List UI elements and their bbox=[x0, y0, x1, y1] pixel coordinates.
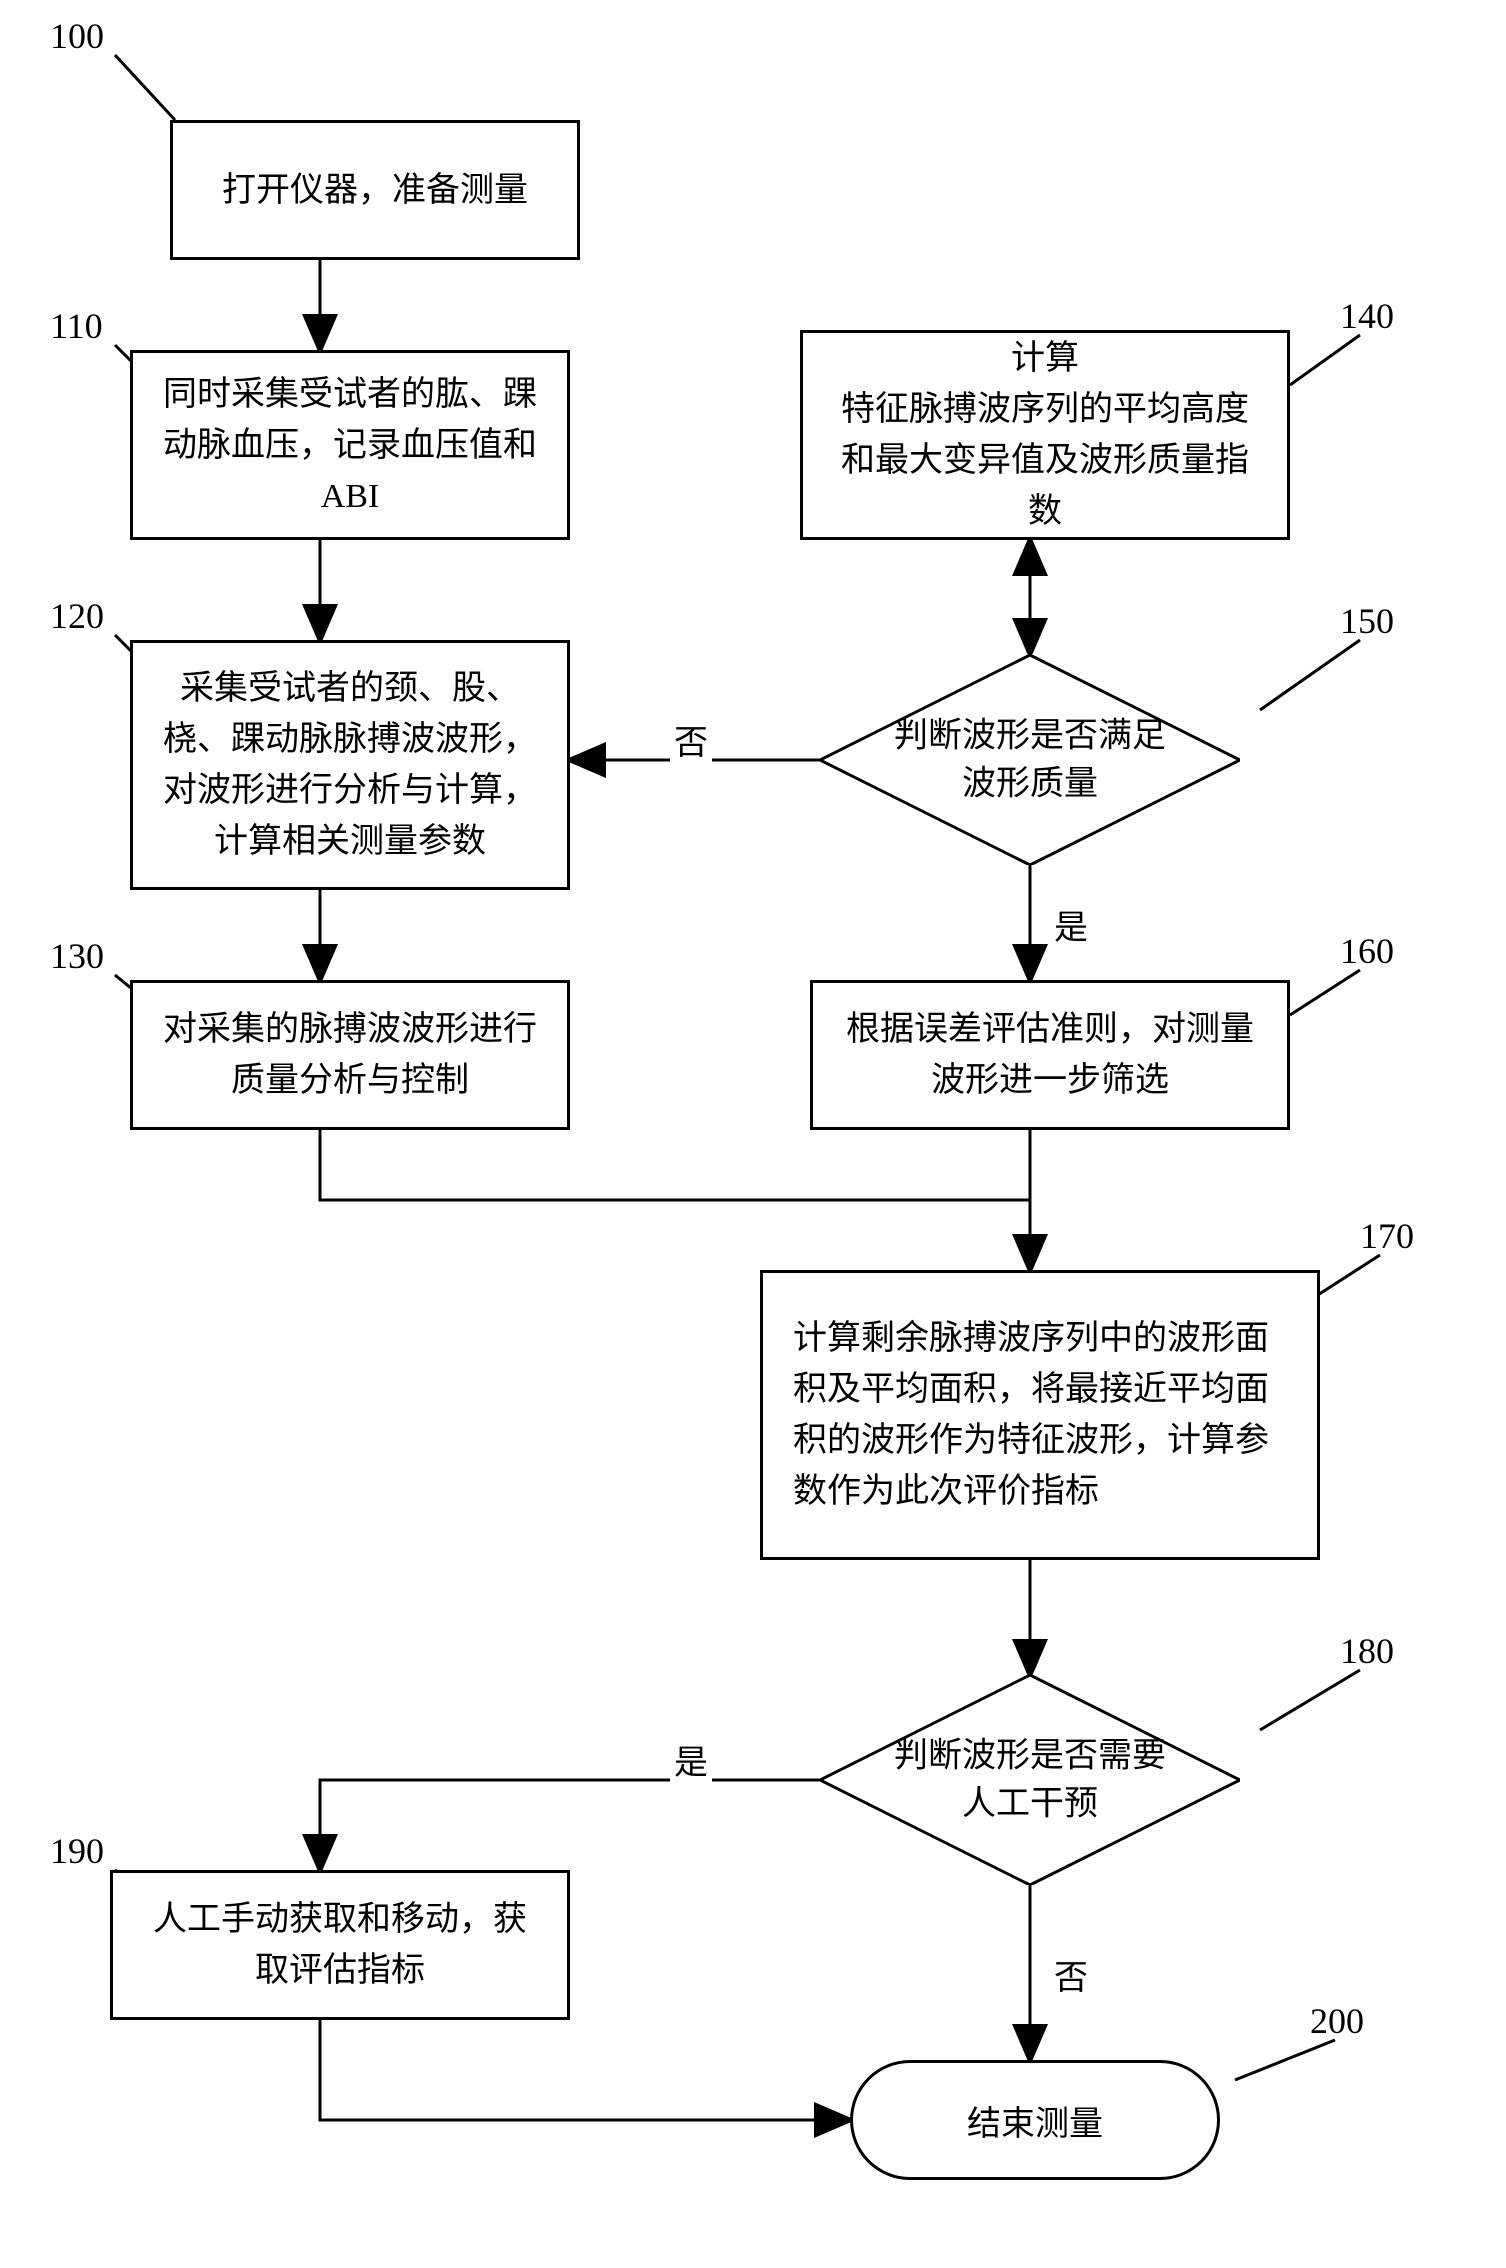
label-100: 100 bbox=[50, 15, 104, 57]
node-150: 判断波形是否满足波形质量 bbox=[820, 655, 1240, 865]
node-130: 对采集的脉搏波波形进行质量分析与控制 bbox=[130, 980, 570, 1130]
node-120: 采集受试者的颈、股、桡、踝动脉脉搏波波形，对波形进行分析与计算，计算相关测量参数 bbox=[130, 640, 570, 890]
node-170-text: 计算剩余脉搏波序列中的波形面积及平均面积，将最接近平均面积的波形作为特征波形，计… bbox=[793, 1313, 1287, 1517]
node-200-text: 结束测量 bbox=[967, 2096, 1103, 2145]
node-200: 结束测量 bbox=[850, 2060, 1220, 2180]
node-160: 根据误差评估准则，对测量波形进一步筛选 bbox=[810, 980, 1290, 1130]
node-140: 计算 特征脉搏波序列的平均高度和最大变异值及波形质量指数 bbox=[800, 330, 1290, 540]
node-140-text: 计算 特征脉搏波序列的平均高度和最大变异值及波形质量指数 bbox=[827, 333, 1263, 537]
node-190: 人工手动获取和移动，获取评估指标 bbox=[110, 1870, 570, 2020]
node-170: 计算剩余脉搏波序列中的波形面积及平均面积，将最接近平均面积的波形作为特征波形，计… bbox=[760, 1270, 1320, 1560]
node-100-text: 打开仪器，准备测量 bbox=[222, 165, 528, 216]
label-190: 190 bbox=[50, 1830, 104, 1872]
label-170: 170 bbox=[1360, 1215, 1414, 1257]
edge-label-no2: 否 bbox=[1050, 1950, 1092, 1999]
flowchart-canvas: 打开仪器，准备测量 100 同时采集受试者的肱、踝动脉血压，记录血压值和ABI … bbox=[0, 0, 1506, 2268]
node-150-text: 判断波形是否满足波形质量 bbox=[883, 712, 1177, 807]
node-190-text: 人工手动获取和移动，获取评估指标 bbox=[137, 1894, 543, 1996]
node-130-text: 对采集的脉搏波波形进行质量分析与控制 bbox=[157, 1004, 543, 1106]
node-180: 判断波形是否需要人工干预 bbox=[820, 1675, 1240, 1885]
node-110-text: 同时采集受试者的肱、踝动脉血压，记录血压值和ABI bbox=[157, 369, 543, 522]
label-120: 120 bbox=[50, 595, 104, 637]
label-180: 180 bbox=[1340, 1630, 1394, 1672]
node-100: 打开仪器，准备测量 bbox=[170, 120, 580, 260]
label-200: 200 bbox=[1310, 2000, 1364, 2042]
node-120-text: 采集受试者的颈、股、桡、踝动脉脉搏波波形，对波形进行分析与计算，计算相关测量参数 bbox=[157, 663, 543, 867]
label-160: 160 bbox=[1340, 930, 1394, 972]
label-130: 130 bbox=[50, 935, 104, 977]
label-150: 150 bbox=[1340, 600, 1394, 642]
label-140: 140 bbox=[1340, 295, 1394, 337]
node-110: 同时采集受试者的肱、踝动脉血压，记录血压值和ABI bbox=[130, 350, 570, 540]
node-160-text: 根据误差评估准则，对测量波形进一步筛选 bbox=[837, 1004, 1263, 1106]
edge-label-yes2: 是 bbox=[670, 1735, 712, 1784]
edge-label-yes1: 是 bbox=[1050, 900, 1092, 949]
node-180-text: 判断波形是否需要人工干预 bbox=[883, 1732, 1177, 1827]
label-110: 110 bbox=[50, 305, 103, 347]
edge-label-no1: 否 bbox=[670, 715, 712, 764]
